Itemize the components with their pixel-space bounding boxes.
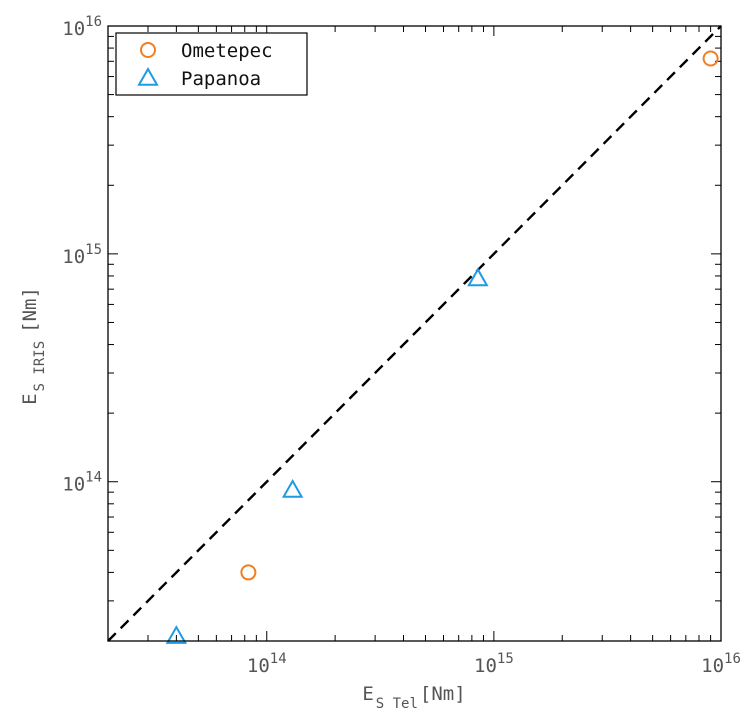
y-tick-label-0: 1014 [62, 470, 102, 496]
x-tick-label-0-exp: 14 [270, 651, 287, 667]
y-axis-title-unit: [Nm] [19, 287, 41, 333]
y-tick-label-2: 1016 [62, 14, 102, 40]
x-axis-title-subscript: S Tel [376, 696, 418, 712]
legend-label-1: Papanoa [181, 68, 261, 90]
x-tick-label-2-exp: 16 [724, 651, 741, 667]
legend-label-0: Ometepec [181, 40, 273, 62]
x-tick-label-0-base: 10 [247, 655, 270, 677]
x-tick-label-2: 1016 [701, 651, 741, 677]
reference-line-layer [107, 25, 722, 642]
legend: Ometepec Papanoa [115, 32, 308, 96]
plot-frame [107, 25, 722, 642]
axis-ticks [107, 25, 722, 642]
y-axis-title: ES IRIS [Nm] [19, 287, 48, 405]
y-tick-label-1-exp: 15 [85, 242, 102, 258]
point-triangle-1-1 [281, 478, 304, 498]
legend-marker-0 [140, 42, 156, 58]
y-axis-title-subscript: S IRIS [32, 341, 48, 392]
x-axis-title-unit: [Nm] [420, 683, 466, 705]
point-triangle-1-2 [467, 267, 489, 287]
x-tick-label-1-base: 10 [474, 655, 497, 677]
point-circle-0-0 [240, 564, 257, 581]
point-circle-0-1 [702, 50, 719, 67]
x-tick-label-0: 1014 [247, 651, 287, 677]
y-tick-label-2-base: 10 [62, 18, 85, 40]
y-axis-title-main: E [19, 393, 41, 404]
y-tick-label-0-base: 10 [62, 474, 85, 496]
x-tick-label-1-exp: 15 [497, 651, 514, 667]
x-tick-label-2-base: 10 [701, 655, 724, 677]
x-tick-label-1: 1015 [474, 651, 514, 677]
point-triangle-1-0 [165, 625, 188, 644]
data-points [165, 50, 719, 644]
one-to-one-reference-line [107, 25, 722, 642]
x-axis-title-main: E [362, 683, 373, 705]
y-tick-label-1: 1015 [62, 242, 102, 268]
y-tick-label-2-exp: 16 [85, 14, 102, 30]
y-tick-label-0-exp: 14 [85, 470, 102, 486]
y-tick-label-1-base: 10 [62, 246, 85, 268]
legend-marker-1 [137, 66, 159, 86]
